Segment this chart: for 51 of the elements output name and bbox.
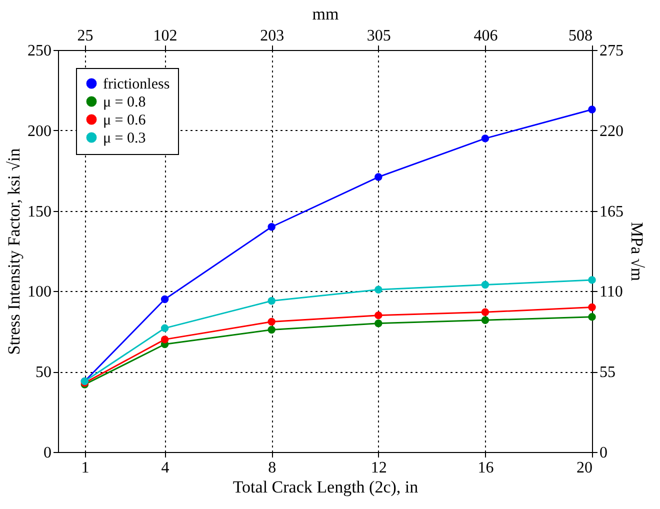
point <box>374 319 382 328</box>
point <box>268 223 276 231</box>
y2-tick-label: 110 <box>600 284 623 301</box>
y2-tick-label: 55 <box>600 364 616 382</box>
point <box>268 318 276 326</box>
legend-label: frictionless <box>103 76 170 92</box>
x2-tick-label: 508 <box>568 28 592 44</box>
y-tick-label: 50 <box>36 364 52 382</box>
x2-tick-label: 25 <box>77 28 94 44</box>
x2-axis-title: mm <box>312 4 339 24</box>
x2-tick-label: 406 <box>474 28 498 44</box>
point <box>374 286 382 294</box>
y2-tick-label: 275 <box>600 42 624 60</box>
y-tick-label: 100 <box>28 284 52 301</box>
legend-label: μ = 0.8 <box>103 94 146 110</box>
point <box>160 295 169 304</box>
legend-label: μ = 0.6 <box>103 112 146 128</box>
x-tick-label: 16 <box>478 460 494 476</box>
point <box>268 296 276 305</box>
point <box>588 106 596 114</box>
point <box>588 303 596 312</box>
y2-axis-title: MPa √m <box>628 222 646 281</box>
point <box>481 308 490 316</box>
x-tick-label: 20 <box>576 460 592 476</box>
y-tick-label: 150 <box>28 203 52 220</box>
y-tick-label: 200 <box>28 122 52 140</box>
point <box>588 276 596 284</box>
legend-label: μ = 0.3 <box>103 130 146 146</box>
point <box>374 311 382 320</box>
y2-tick-label: 220 <box>600 122 624 140</box>
point <box>481 134 490 142</box>
x2-tick-label: 102 <box>153 28 178 44</box>
x2-tick-label: 203 <box>260 28 284 44</box>
point <box>160 324 169 332</box>
x2-tick-label: 305 <box>366 28 391 44</box>
y-tick-label: 0 <box>44 444 52 462</box>
x-tick-label: 1 <box>81 460 90 476</box>
point <box>481 280 490 289</box>
x-axis-title: Total Crack Length (2c), in <box>232 478 419 496</box>
x-tick-label: 12 <box>370 460 387 476</box>
point <box>160 336 169 344</box>
point <box>481 316 490 324</box>
x-tick-label: 8 <box>268 460 276 476</box>
y-tick-label: 250 <box>28 42 52 60</box>
x-tick-label: 4 <box>161 460 170 476</box>
y-axis-title: Stress Intensity Factor, ksi √in <box>4 148 24 355</box>
point <box>268 326 276 334</box>
point <box>588 313 596 321</box>
y2-tick-label: 165 <box>600 203 624 220</box>
point <box>374 173 382 181</box>
y2-tick-label: 0 <box>600 444 608 462</box>
